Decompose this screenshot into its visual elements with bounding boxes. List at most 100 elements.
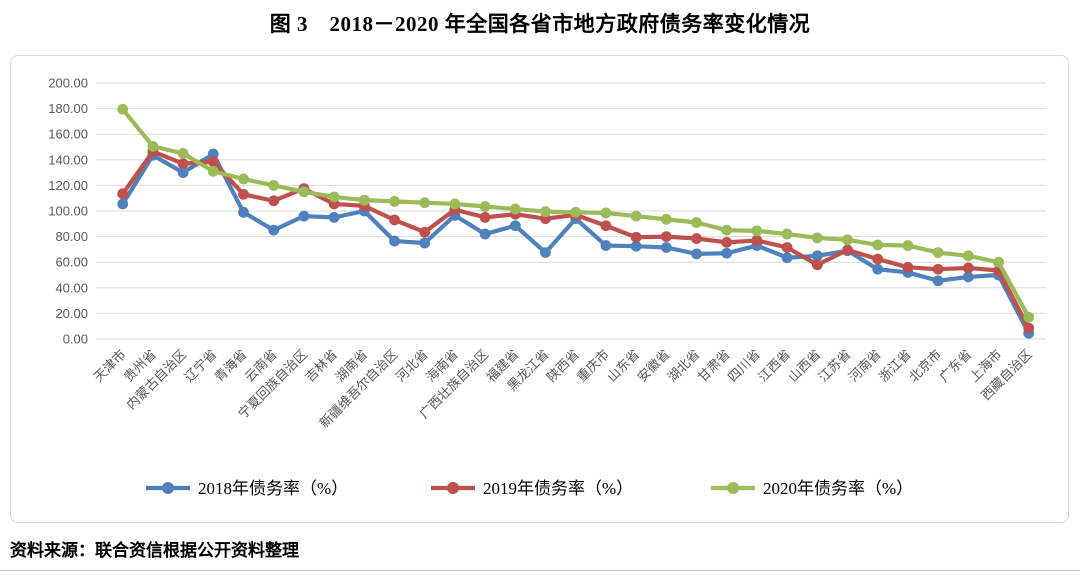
data-point: [630, 210, 642, 222]
data-point: [993, 256, 1004, 268]
data-point: [781, 228, 793, 240]
data-point: [721, 247, 733, 259]
data-point: [509, 220, 521, 232]
data-point: [540, 206, 551, 218]
data-point: [962, 262, 974, 274]
x-category-label: 青海省: [211, 347, 249, 385]
data-point: [268, 224, 280, 236]
data-point: [691, 233, 702, 244]
data-point: [177, 158, 189, 170]
data-point: [1023, 322, 1035, 334]
y-tick-label: 140.00: [48, 152, 88, 167]
legend-dot-marker-icon: [447, 482, 459, 494]
data-point: [600, 220, 612, 232]
legend-dot-marker-icon: [727, 482, 739, 494]
y-tick-label: 20.00: [55, 306, 88, 321]
legend-label: 2018年债务率（%）: [198, 479, 348, 498]
data-point: [781, 252, 793, 264]
data-point: [932, 263, 944, 275]
data-point: [660, 231, 672, 243]
data-point: [721, 224, 733, 236]
data-point: [962, 271, 974, 283]
data-point: [811, 250, 823, 262]
data-point: [630, 240, 642, 252]
legend-item: 2020年债务率（%）: [711, 479, 913, 498]
data-point: [902, 240, 914, 251]
data-point: [630, 231, 642, 243]
data-point: [691, 217, 702, 228]
x-category-label: 河北省: [393, 347, 431, 385]
data-point: [751, 225, 763, 237]
data-point: [872, 253, 884, 265]
legend-label: 2019年债务率（%）: [483, 479, 633, 498]
data-point: [479, 212, 491, 223]
legend-item: 2018年债务率（%）: [146, 479, 348, 498]
data-point: [811, 232, 823, 244]
bottom-divider: [0, 570, 1080, 571]
data-point: [540, 247, 551, 258]
x-category-label: 湖北省: [664, 347, 702, 385]
y-tick-label: 160.00: [48, 127, 88, 142]
data-point: [238, 188, 249, 200]
x-category-label: 北京市: [906, 347, 944, 385]
x-category-label: 河南省: [846, 347, 884, 385]
chart-title: 图 3 2018－2020 年全国各省市地方政府债务率变化情况: [269, 12, 811, 36]
data-point: [660, 213, 672, 225]
data-point: [117, 188, 129, 200]
legend-item: 2019年债务率（%）: [431, 479, 633, 498]
data-point: [872, 263, 884, 275]
x-category-label: 天津市: [91, 347, 129, 385]
source-note: 资料来源：联合资信根据公开资料整理: [10, 541, 299, 560]
data-point: [117, 103, 129, 115]
data-point: [962, 250, 974, 262]
data-point: [600, 240, 612, 251]
data-point: [419, 237, 431, 249]
x-category-label: 广东省: [936, 347, 974, 385]
data-point: [600, 207, 612, 219]
data-point: [117, 198, 129, 210]
y-tick-label: 40.00: [55, 280, 88, 295]
x-category-label: 浙江省: [876, 347, 914, 385]
y-tick-label: 120.00: [48, 178, 88, 193]
data-point: [177, 148, 189, 159]
data-point: [932, 247, 944, 258]
x-category-label: 辽宁省: [181, 347, 219, 385]
data-point: [238, 173, 249, 185]
data-point: [389, 214, 400, 226]
x-category-label: 山东省: [604, 347, 642, 385]
data-point: [781, 242, 793, 253]
data-point: [419, 197, 431, 209]
data-point: [328, 191, 340, 203]
data-point: [660, 242, 672, 253]
x-category-label: 江西省: [755, 347, 793, 385]
data-point: [509, 203, 521, 215]
chart-container: 0.00 20.00 40.00 60.00 80.00 100.00 120.00 140.…: [10, 55, 1069, 523]
data-point: [358, 194, 370, 206]
data-point: [721, 236, 733, 248]
data-point: [268, 195, 280, 207]
x-category-label: 山西省: [785, 347, 823, 385]
data-point: [842, 244, 853, 256]
data-point: [207, 165, 219, 177]
y-tick-label: 0.00: [63, 332, 88, 347]
x-category-label: 江苏省: [815, 347, 853, 385]
data-point: [449, 198, 461, 210]
data-point: [479, 228, 491, 240]
data-point: [207, 148, 219, 160]
data-point: [842, 234, 853, 246]
legend-label: 2020年债务率（%）: [763, 479, 913, 498]
y-tick-label: 200.00: [48, 76, 88, 91]
data-point: [389, 235, 400, 247]
data-point: [1023, 311, 1035, 323]
y-tick-label: 60.00: [55, 255, 88, 270]
data-point: [419, 226, 431, 238]
data-point: [902, 261, 914, 273]
x-category-label: 重庆市: [574, 347, 612, 385]
x-category-label: 安徽省: [634, 347, 672, 385]
debt-ratio-line-chart: 0.00 20.00 40.00 60.00 80.00 100.00 120.00 140.…: [48, 76, 1046, 498]
data-point: [177, 167, 189, 178]
y-tick-label: 180.00: [48, 101, 88, 116]
x-category-label: 四川省: [725, 347, 763, 385]
data-point: [389, 196, 400, 207]
legend-dot-marker-icon: [162, 482, 174, 494]
